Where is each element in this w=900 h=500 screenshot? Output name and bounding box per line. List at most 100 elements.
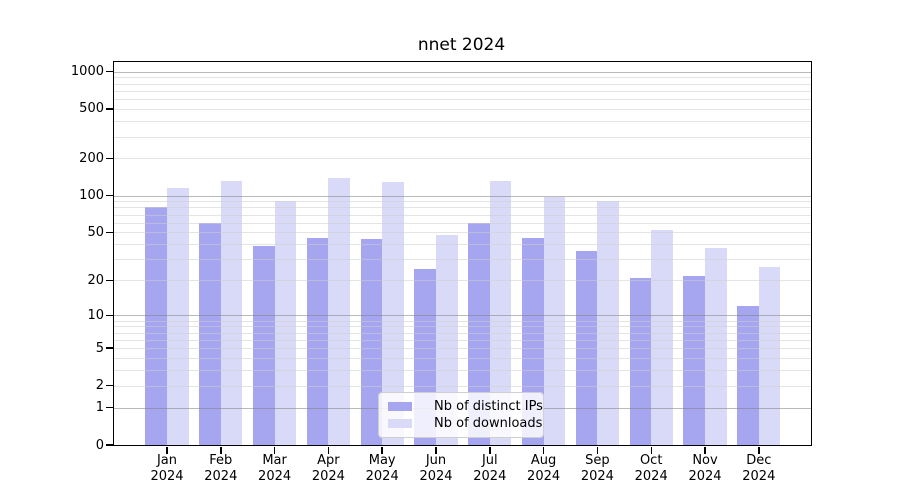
x-tick-mark: [650, 446, 652, 454]
x-tick-mark: [542, 446, 545, 454]
legend-swatch: [388, 402, 412, 411]
x-tick-mark: [273, 446, 276, 454]
x-tick-label-apr: Apr 2024: [311, 453, 345, 484]
minor-gridline: [114, 99, 811, 101]
minor-gridline: [114, 120, 811, 122]
major-gridline: [114, 315, 811, 317]
minor-gridline: [114, 358, 811, 359]
y-tick-mark: [105, 157, 113, 159]
bar-jul-downloads: [489, 181, 512, 445]
minor-gridline: [114, 332, 811, 334]
bar-mar-distinct-ips: [253, 245, 275, 445]
legend-label: Nb of downloads: [434, 416, 543, 431]
y-tick-label: 500: [79, 101, 104, 117]
bar-mar-downloads: [274, 201, 297, 445]
legend-swatch: [388, 419, 412, 428]
x-tick-label-dec: Dec 2024: [742, 453, 776, 484]
y-tick-label: 2: [95, 378, 104, 394]
y-tick-mark: [105, 279, 113, 282]
y-tick-mark: [105, 444, 113, 446]
x-tick-label-aug: Aug 2024: [527, 453, 561, 484]
y-tick-mark: [105, 347, 113, 349]
x-tick-mark: [220, 446, 222, 454]
ticks-layer: 0 1 2 5 10 20 50 100 200 500 1000 Jan 2024 Feb 2024 Mar…: [71, 62, 811, 484]
y-tick-label: 50: [87, 224, 104, 240]
legend-item: Nb of distinct IPs: [388, 398, 543, 415]
x-tick-label-oct: Oct 2024: [634, 453, 668, 484]
x-tick-mark: [166, 446, 168, 454]
y-tick-mark: [105, 314, 113, 317]
major-gridline: [114, 195, 811, 197]
minor-gridline: [114, 108, 811, 110]
bar-jan-downloads: [167, 188, 189, 445]
x-tick-label-sep: Sep 2024: [580, 453, 614, 484]
x-tick-label-mar: Mar 2024: [258, 453, 292, 484]
x-tick-label-feb: Feb 2024: [204, 453, 238, 484]
legend: Nb of distinct IPs Nb of downloads: [378, 392, 544, 438]
y-tick-mark: [105, 108, 113, 110]
plot-area: 0 1 2 5 10 20 50 100 200 500 1000 Jan 2024 Feb 2024 Mar…: [71, 61, 812, 484]
y-tick-mark: [105, 70, 113, 73]
minor-gridline: [114, 77, 811, 79]
bar-apr-downloads: [328, 177, 350, 445]
legend-label: Nb of distinct IPs: [434, 399, 543, 414]
minor-gridline: [114, 232, 811, 234]
bar-feb-distinct-ips: [199, 222, 221, 445]
x-tick-label-nov: Nov 2024: [688, 453, 722, 484]
minor-gridline: [114, 244, 811, 246]
y-tick-label: 5: [95, 340, 104, 356]
bar-oct-distinct-ips: [629, 277, 652, 445]
minor-gridline: [114, 339, 811, 341]
x-tick-mark: [596, 446, 599, 454]
y-tick-label: 20: [87, 272, 104, 288]
minor-gridline: [114, 320, 811, 322]
x-tick-mark: [704, 446, 706, 454]
x-tick-mark: [327, 446, 330, 454]
minor-gridline: [114, 326, 811, 328]
minor-gridline: [114, 201, 811, 203]
minor-gridline: [114, 207, 811, 209]
minor-gridline: [114, 90, 811, 92]
x-tick-mark: [758, 446, 760, 454]
minor-gridline: [114, 385, 811, 387]
minor-gridline: [114, 83, 811, 85]
legend-item: Nb of downloads: [388, 415, 543, 432]
bar-apr-distinct-ips: [306, 238, 329, 445]
y-tick-label: 10: [87, 307, 104, 323]
bar-nov-distinct-ips: [683, 275, 705, 445]
y-tick-label: 1000: [70, 64, 104, 79]
bar-dec-downloads: [758, 266, 781, 445]
bar-nov-downloads: [705, 248, 727, 445]
x-tick-mark: [381, 446, 383, 454]
bar-feb-downloads: [220, 181, 243, 445]
bar-oct-downloads: [651, 230, 673, 445]
y-tick-label: 0: [95, 437, 104, 453]
minor-gridline: [114, 280, 811, 282]
minor-gridline: [114, 348, 811, 350]
bar-jul-distinct-ips: [468, 222, 490, 445]
y-tick-label: 200: [79, 150, 104, 166]
minor-gridline: [114, 214, 811, 216]
major-gridline: [114, 71, 811, 73]
x-tick-label-jul: Jul 2024: [473, 453, 507, 484]
minor-gridline: [114, 158, 811, 160]
bar-may-downloads: [382, 182, 404, 445]
x-tick-label-jan: Jan 2024: [150, 453, 184, 484]
minor-gridline: [114, 259, 811, 261]
x-tick-mark: [435, 446, 437, 454]
bar-sep-downloads: [597, 201, 619, 445]
chart-title: nnet 2024: [417, 35, 506, 55]
bar-may-distinct-ips: [360, 239, 383, 445]
y-tick-label: 100: [79, 188, 104, 203]
grid-layer: [114, 62, 811, 445]
y-tick-mark: [105, 406, 113, 409]
x-tick-label-jun: Jun 2024: [419, 453, 453, 484]
minor-gridline: [114, 136, 811, 138]
minor-gridline: [114, 222, 811, 224]
y-tick-mark: [105, 384, 113, 387]
x-tick-mark: [489, 446, 491, 454]
bar-dec-distinct-ips: [737, 306, 759, 445]
y-tick-label: 1: [95, 400, 104, 415]
x-tick-label-may: May 2024: [365, 453, 399, 484]
